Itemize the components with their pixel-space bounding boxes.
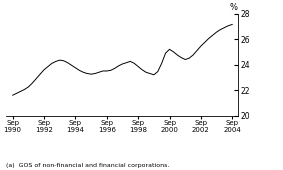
Text: (a)  GOS of non-financial and financial corporations.: (a) GOS of non-financial and financial c…	[6, 163, 169, 168]
Text: %: %	[230, 3, 238, 12]
